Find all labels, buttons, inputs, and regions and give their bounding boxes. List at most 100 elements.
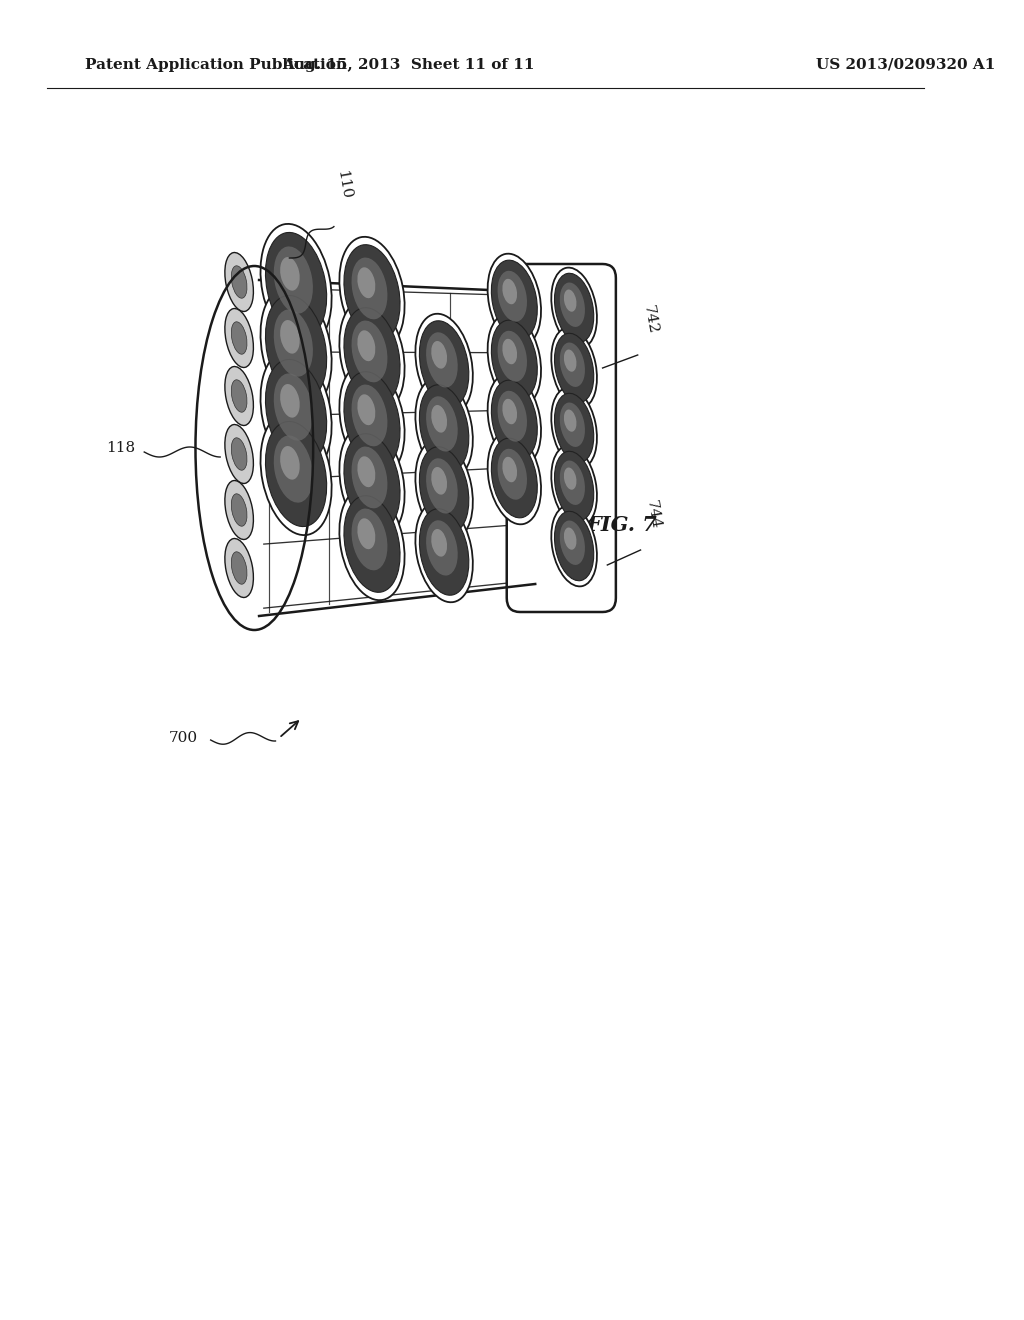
Ellipse shape bbox=[503, 457, 517, 482]
Ellipse shape bbox=[339, 488, 404, 601]
Text: US 2013/0209320 A1: US 2013/0209320 A1 bbox=[816, 58, 995, 73]
Ellipse shape bbox=[260, 224, 332, 346]
Ellipse shape bbox=[339, 300, 404, 412]
Ellipse shape bbox=[260, 286, 332, 409]
Ellipse shape bbox=[420, 508, 469, 595]
Ellipse shape bbox=[426, 333, 458, 388]
Ellipse shape bbox=[225, 309, 253, 367]
Ellipse shape bbox=[225, 480, 253, 540]
Ellipse shape bbox=[498, 271, 527, 322]
Ellipse shape bbox=[231, 552, 247, 585]
Text: 744: 744 bbox=[643, 499, 663, 531]
Ellipse shape bbox=[225, 425, 253, 483]
Ellipse shape bbox=[351, 321, 387, 383]
Ellipse shape bbox=[560, 342, 585, 387]
Ellipse shape bbox=[564, 409, 577, 432]
Ellipse shape bbox=[260, 413, 332, 535]
Ellipse shape bbox=[281, 257, 300, 290]
Ellipse shape bbox=[416, 502, 473, 602]
Ellipse shape bbox=[344, 308, 400, 404]
Ellipse shape bbox=[426, 520, 458, 576]
Ellipse shape bbox=[564, 350, 577, 372]
Ellipse shape bbox=[564, 528, 577, 549]
Ellipse shape bbox=[260, 351, 332, 473]
Ellipse shape bbox=[225, 539, 253, 598]
Text: 742: 742 bbox=[641, 304, 659, 335]
Ellipse shape bbox=[551, 506, 597, 586]
Ellipse shape bbox=[492, 321, 538, 400]
Ellipse shape bbox=[554, 333, 594, 403]
Ellipse shape bbox=[344, 372, 400, 469]
Ellipse shape bbox=[431, 341, 447, 368]
Ellipse shape bbox=[420, 385, 469, 471]
Ellipse shape bbox=[554, 393, 594, 463]
Ellipse shape bbox=[351, 508, 387, 570]
Ellipse shape bbox=[265, 232, 327, 338]
Ellipse shape bbox=[487, 253, 541, 346]
Ellipse shape bbox=[560, 403, 585, 447]
Ellipse shape bbox=[339, 426, 404, 539]
Ellipse shape bbox=[344, 244, 400, 342]
Ellipse shape bbox=[231, 322, 247, 354]
Ellipse shape bbox=[420, 321, 469, 407]
Ellipse shape bbox=[554, 451, 594, 520]
Text: 118: 118 bbox=[106, 441, 135, 455]
Ellipse shape bbox=[551, 388, 597, 469]
Ellipse shape bbox=[503, 339, 517, 364]
Ellipse shape bbox=[231, 380, 247, 412]
Ellipse shape bbox=[560, 461, 585, 506]
Ellipse shape bbox=[339, 364, 404, 477]
Ellipse shape bbox=[357, 395, 376, 425]
Ellipse shape bbox=[564, 289, 577, 312]
Ellipse shape bbox=[281, 446, 300, 479]
Ellipse shape bbox=[416, 314, 473, 414]
Ellipse shape bbox=[560, 520, 585, 565]
Ellipse shape bbox=[487, 432, 541, 524]
Ellipse shape bbox=[265, 421, 327, 527]
Text: Aug. 15, 2013  Sheet 11 of 11: Aug. 15, 2013 Sheet 11 of 11 bbox=[282, 58, 535, 73]
Ellipse shape bbox=[426, 458, 458, 513]
Ellipse shape bbox=[431, 529, 447, 557]
Ellipse shape bbox=[498, 391, 527, 442]
Ellipse shape bbox=[225, 367, 253, 425]
FancyBboxPatch shape bbox=[507, 264, 615, 612]
Ellipse shape bbox=[357, 519, 376, 549]
Ellipse shape bbox=[551, 268, 597, 348]
Ellipse shape bbox=[554, 273, 594, 343]
Ellipse shape bbox=[487, 374, 541, 466]
Ellipse shape bbox=[265, 359, 327, 465]
Ellipse shape bbox=[564, 467, 577, 490]
Ellipse shape bbox=[339, 236, 404, 350]
Ellipse shape bbox=[281, 319, 300, 354]
Ellipse shape bbox=[426, 396, 458, 451]
Ellipse shape bbox=[273, 309, 313, 376]
Text: 700: 700 bbox=[169, 731, 198, 744]
Ellipse shape bbox=[416, 440, 473, 540]
Ellipse shape bbox=[492, 260, 538, 339]
Ellipse shape bbox=[357, 330, 376, 362]
Ellipse shape bbox=[357, 457, 376, 487]
Ellipse shape bbox=[231, 438, 247, 470]
Ellipse shape bbox=[273, 247, 313, 314]
Ellipse shape bbox=[273, 374, 313, 441]
Ellipse shape bbox=[351, 446, 387, 508]
Text: 110: 110 bbox=[334, 169, 353, 201]
Ellipse shape bbox=[231, 494, 247, 527]
Ellipse shape bbox=[225, 252, 253, 312]
Ellipse shape bbox=[231, 265, 247, 298]
Ellipse shape bbox=[560, 282, 585, 327]
Ellipse shape bbox=[344, 434, 400, 531]
Ellipse shape bbox=[503, 279, 517, 305]
Ellipse shape bbox=[551, 446, 597, 527]
Ellipse shape bbox=[420, 446, 469, 533]
Ellipse shape bbox=[498, 331, 527, 381]
Text: FIG. 7: FIG. 7 bbox=[587, 515, 657, 535]
Ellipse shape bbox=[416, 378, 473, 478]
Ellipse shape bbox=[554, 511, 594, 581]
Ellipse shape bbox=[503, 399, 517, 424]
Ellipse shape bbox=[492, 380, 538, 459]
Ellipse shape bbox=[431, 467, 447, 495]
Ellipse shape bbox=[273, 436, 313, 503]
Ellipse shape bbox=[281, 384, 300, 417]
Text: Patent Application Publication: Patent Application Publication bbox=[85, 58, 347, 73]
